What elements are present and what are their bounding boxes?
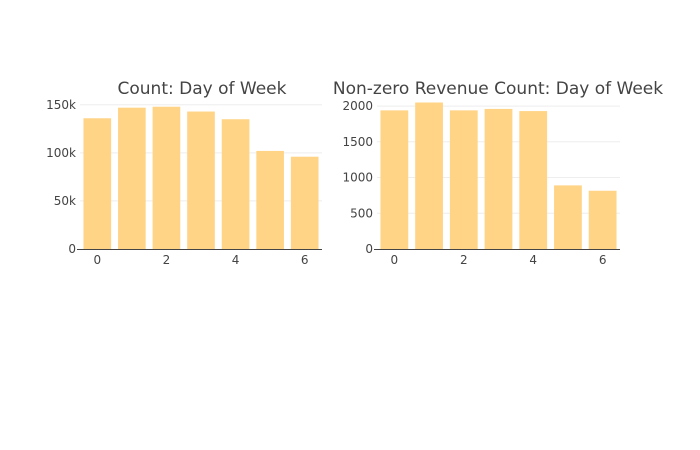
x-tick-label: 2: [460, 253, 468, 267]
y-tick-label: 150k: [46, 98, 76, 112]
y-tick-label: 0: [68, 242, 76, 256]
bar: [256, 150, 284, 249]
bar: [187, 111, 215, 249]
x-tick-label: 6: [599, 253, 607, 267]
bar: [83, 118, 112, 249]
y-tick-label: 1000: [342, 171, 373, 185]
day-of-week-count-chart: Count: Day of Week 0 50k 100k 150k 0 2 4 6: [46, 79, 322, 267]
bar: [290, 156, 319, 249]
bar: [484, 108, 513, 249]
bar: [221, 119, 250, 250]
x-tick-label: 4: [232, 253, 240, 267]
x-tick-label: 0: [391, 253, 399, 267]
bar: [152, 106, 181, 249]
bar: [588, 190, 617, 249]
bar: [554, 185, 582, 249]
bar: [449, 110, 478, 249]
non-zero-revenue-count-chart: Non-zero Revenue Count: Day of Week 0 500…: [333, 79, 663, 267]
x-tick-label: 4: [529, 253, 537, 267]
y-tick-label: 500: [350, 206, 373, 220]
chart-title: Count: Day of Week: [118, 79, 287, 99]
bar: [380, 110, 409, 249]
chart-title: Non-zero Revenue Count: Day of Week: [333, 79, 663, 99]
bar: [519, 111, 548, 249]
bar: [118, 107, 146, 249]
y-tick-label: 0: [365, 242, 373, 256]
x-tick-label: 2: [163, 253, 171, 267]
x-tick-label: 6: [301, 253, 309, 267]
y-tick-label: 50k: [54, 194, 76, 208]
y-tick-label: 100k: [46, 146, 76, 160]
bar: [415, 102, 443, 250]
y-tick-label: 1500: [342, 135, 373, 149]
x-tick-label: 0: [93, 253, 101, 267]
y-tick-label: 2000: [342, 99, 373, 113]
